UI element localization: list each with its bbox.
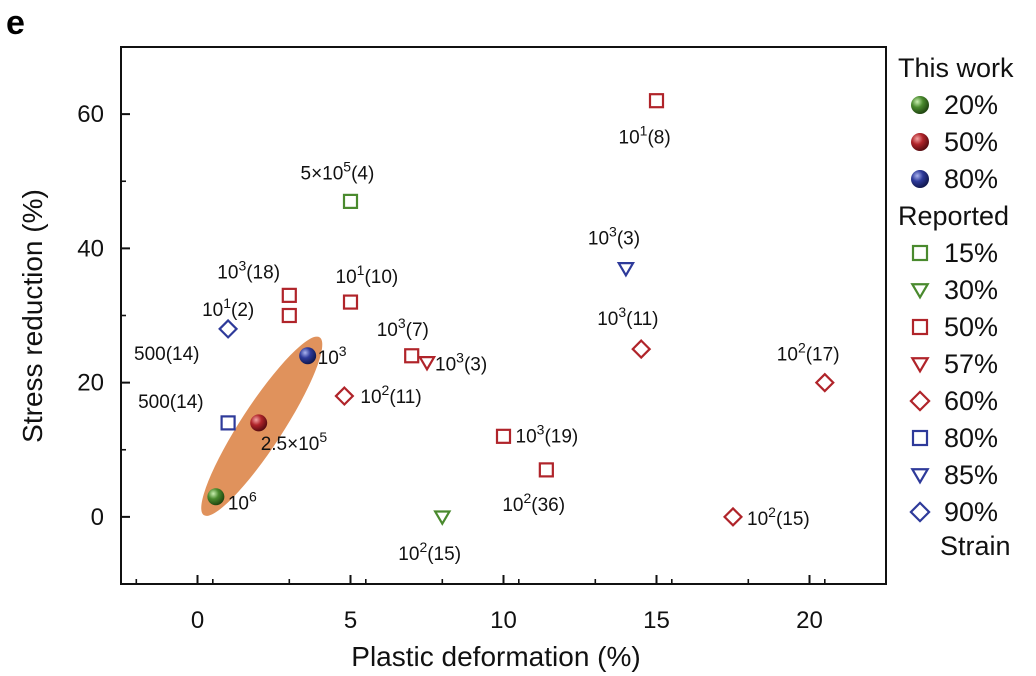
data-label: 102(36) bbox=[502, 490, 565, 516]
data-label: 500(14) bbox=[138, 392, 204, 413]
legend-item-label: 85% bbox=[944, 460, 998, 490]
data-point bbox=[207, 488, 225, 506]
data-point bbox=[404, 348, 420, 364]
data-point bbox=[631, 339, 652, 360]
legend-marker bbox=[911, 96, 929, 114]
panel-label: e bbox=[6, 4, 25, 42]
y-tick-label: 20 bbox=[77, 370, 104, 397]
data-label: 103(3) bbox=[588, 224, 640, 250]
data-point bbox=[220, 415, 236, 431]
data-point bbox=[281, 307, 297, 324]
data-label: 103(7) bbox=[377, 315, 429, 341]
data-point bbox=[250, 414, 268, 432]
data-point bbox=[495, 428, 512, 444]
data-point bbox=[616, 262, 635, 278]
data-label: 106 bbox=[228, 489, 257, 515]
data-label: 101(8) bbox=[619, 123, 671, 149]
legend: This work 20% 50% 80% Reported 15% 30% 50% 57% 60… bbox=[898, 53, 1014, 561]
data-point bbox=[814, 372, 835, 393]
data-point bbox=[417, 356, 437, 372]
legend-marker bbox=[911, 318, 929, 336]
data-point bbox=[538, 462, 554, 478]
legend-marker bbox=[910, 468, 930, 485]
y-axis-title: Stress reduction (%) bbox=[17, 189, 48, 443]
data-label: 102(11) bbox=[360, 382, 421, 408]
data-point bbox=[342, 294, 359, 310]
legend-item-label: 15% bbox=[944, 238, 998, 268]
data-point bbox=[342, 193, 359, 209]
data-label: 102(15) bbox=[398, 539, 461, 565]
data-label: 5×105(4) bbox=[301, 158, 375, 184]
x-tick-label: 10 bbox=[490, 607, 517, 634]
legend-item-label: 90% bbox=[944, 497, 998, 527]
legend-item-label: 80% bbox=[944, 164, 998, 194]
data-point bbox=[722, 506, 744, 527]
data-point bbox=[218, 318, 239, 339]
data-point bbox=[648, 93, 665, 109]
y-tick-label: 60 bbox=[77, 101, 104, 128]
legend-item-label: 50% bbox=[944, 127, 998, 157]
legend-group-title: This work bbox=[898, 53, 1014, 83]
data-label: 103(11) bbox=[597, 304, 658, 330]
y-tick-label: 40 bbox=[77, 235, 104, 262]
legend-item-label: 57% bbox=[944, 349, 998, 379]
legend-marker bbox=[911, 244, 929, 262]
data-point bbox=[433, 510, 452, 526]
data-label: 103(19) bbox=[516, 421, 579, 447]
legend-marker bbox=[911, 429, 929, 447]
data-point bbox=[299, 347, 317, 365]
data-label: 103(18) bbox=[217, 257, 280, 283]
legend-item-label: 30% bbox=[944, 275, 998, 305]
legend-footer: Strain bbox=[940, 531, 1011, 561]
data-label: 101(2) bbox=[202, 295, 254, 321]
legend-marker bbox=[911, 170, 929, 188]
y-tick-label: 0 bbox=[91, 504, 104, 531]
legend-group-title: Reported bbox=[898, 201, 1009, 231]
data-label: 500(14) bbox=[134, 344, 200, 365]
x-axis-title: Plastic deformation (%) bbox=[351, 641, 640, 672]
x-tick-label: 0 bbox=[191, 607, 204, 634]
data-point bbox=[281, 287, 297, 303]
data-label: 102(15) bbox=[747, 504, 810, 530]
legend-item-label: 20% bbox=[944, 90, 998, 120]
data-label: 102(17) bbox=[777, 340, 840, 366]
data-label: 103(3) bbox=[435, 349, 487, 375]
data-label: 2.5×105 bbox=[261, 429, 328, 455]
legend-marker bbox=[910, 357, 930, 374]
x-tick-label: 20 bbox=[796, 607, 823, 634]
legend-item-label: 50% bbox=[944, 312, 998, 342]
data-label: 101(10) bbox=[336, 262, 399, 288]
legend-item-label: 60% bbox=[944, 386, 998, 416]
x-tick-label: 5 bbox=[344, 607, 357, 634]
legend-marker bbox=[910, 283, 930, 300]
data-point bbox=[334, 386, 355, 407]
data-label: 103 bbox=[318, 343, 347, 369]
legend-marker bbox=[909, 501, 931, 523]
legend-item-label: 80% bbox=[944, 423, 998, 453]
legend-marker bbox=[909, 390, 931, 412]
x-tick-label: 15 bbox=[643, 607, 670, 634]
legend-marker bbox=[911, 133, 929, 151]
